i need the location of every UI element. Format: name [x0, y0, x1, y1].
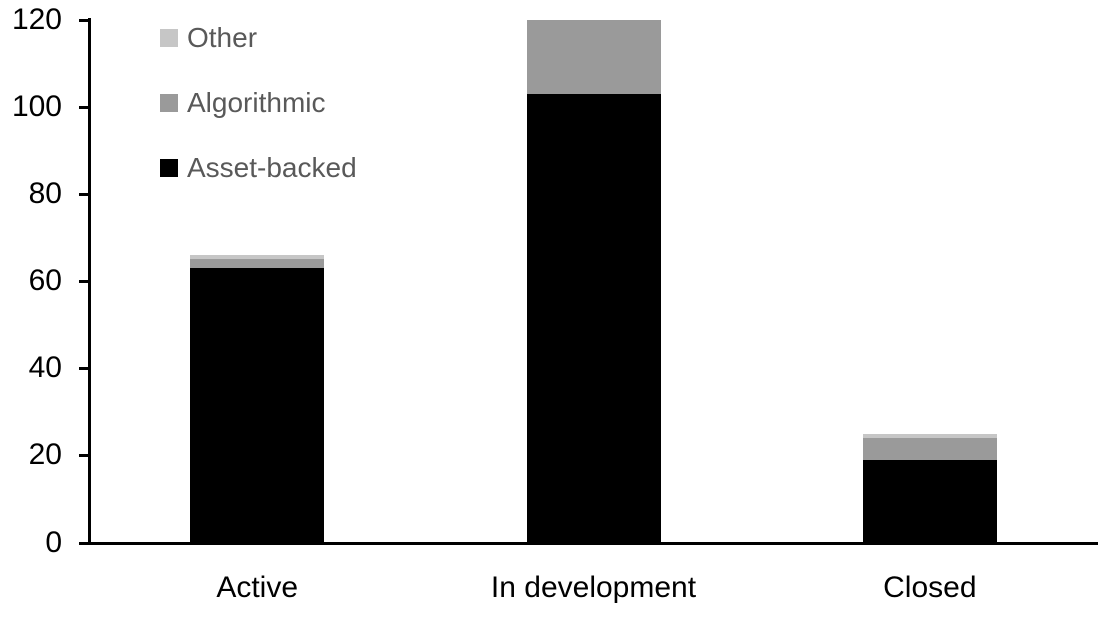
bar-closed-segment-algorithmic — [862, 438, 997, 460]
x-axis-line — [79, 541, 1098, 545]
y-axis-tick-label: 60 — [28, 264, 62, 298]
y-axis-tick — [79, 18, 89, 22]
legend-item-asset-backed: Asset-backed — [160, 152, 357, 183]
y-axis-tick-label: 100 — [11, 90, 62, 124]
x-axis-category-label-closed: Closed — [883, 571, 977, 604]
legend-label-algorithmic: Algorithmic — [187, 87, 326, 118]
y-axis-tick-label: 20 — [28, 438, 62, 472]
x-axis-category-label-active: Active — [216, 571, 299, 604]
legend-swatch-algorithmic-icon — [160, 94, 178, 112]
bar-closed-segment-asset-backed — [862, 459, 997, 543]
y-axis-tick — [79, 453, 89, 457]
bar-active-segment-other — [190, 255, 325, 260]
y-axis-tick-label: 0 — [45, 525, 62, 559]
legend-item-algorithmic: Algorithmic — [160, 87, 357, 118]
bar-in-development-segment-asset-backed — [526, 94, 661, 543]
legend-label-asset-backed: Asset-backed — [187, 152, 357, 183]
y-axis-tick — [79, 279, 89, 283]
y-axis-tick — [79, 366, 89, 370]
y-axis-tick-label: 120 — [11, 3, 62, 36]
bar-in-development-segment-algorithmic — [526, 20, 661, 95]
bar-closed-segment-other — [862, 433, 997, 438]
y-axis-tick-label: 40 — [28, 351, 62, 385]
legend-swatch-other-icon — [160, 29, 178, 47]
y-axis-tick — [79, 192, 89, 196]
x-axis-category-label-in-development: In development — [490, 571, 697, 604]
legend-label-other: Other — [187, 22, 258, 53]
y-axis-tick — [79, 105, 89, 109]
y-axis-tick-label: 80 — [28, 177, 62, 211]
legend: Other Algorithmic Asset-backed — [160, 22, 357, 219]
bar-active-segment-algorithmic — [190, 259, 325, 269]
legend-swatch-asset-backed-icon — [160, 159, 178, 177]
bar-active-segment-asset-backed — [190, 268, 325, 543]
legend-item-other: Other — [160, 22, 357, 53]
y-axis-line — [87, 18, 91, 545]
